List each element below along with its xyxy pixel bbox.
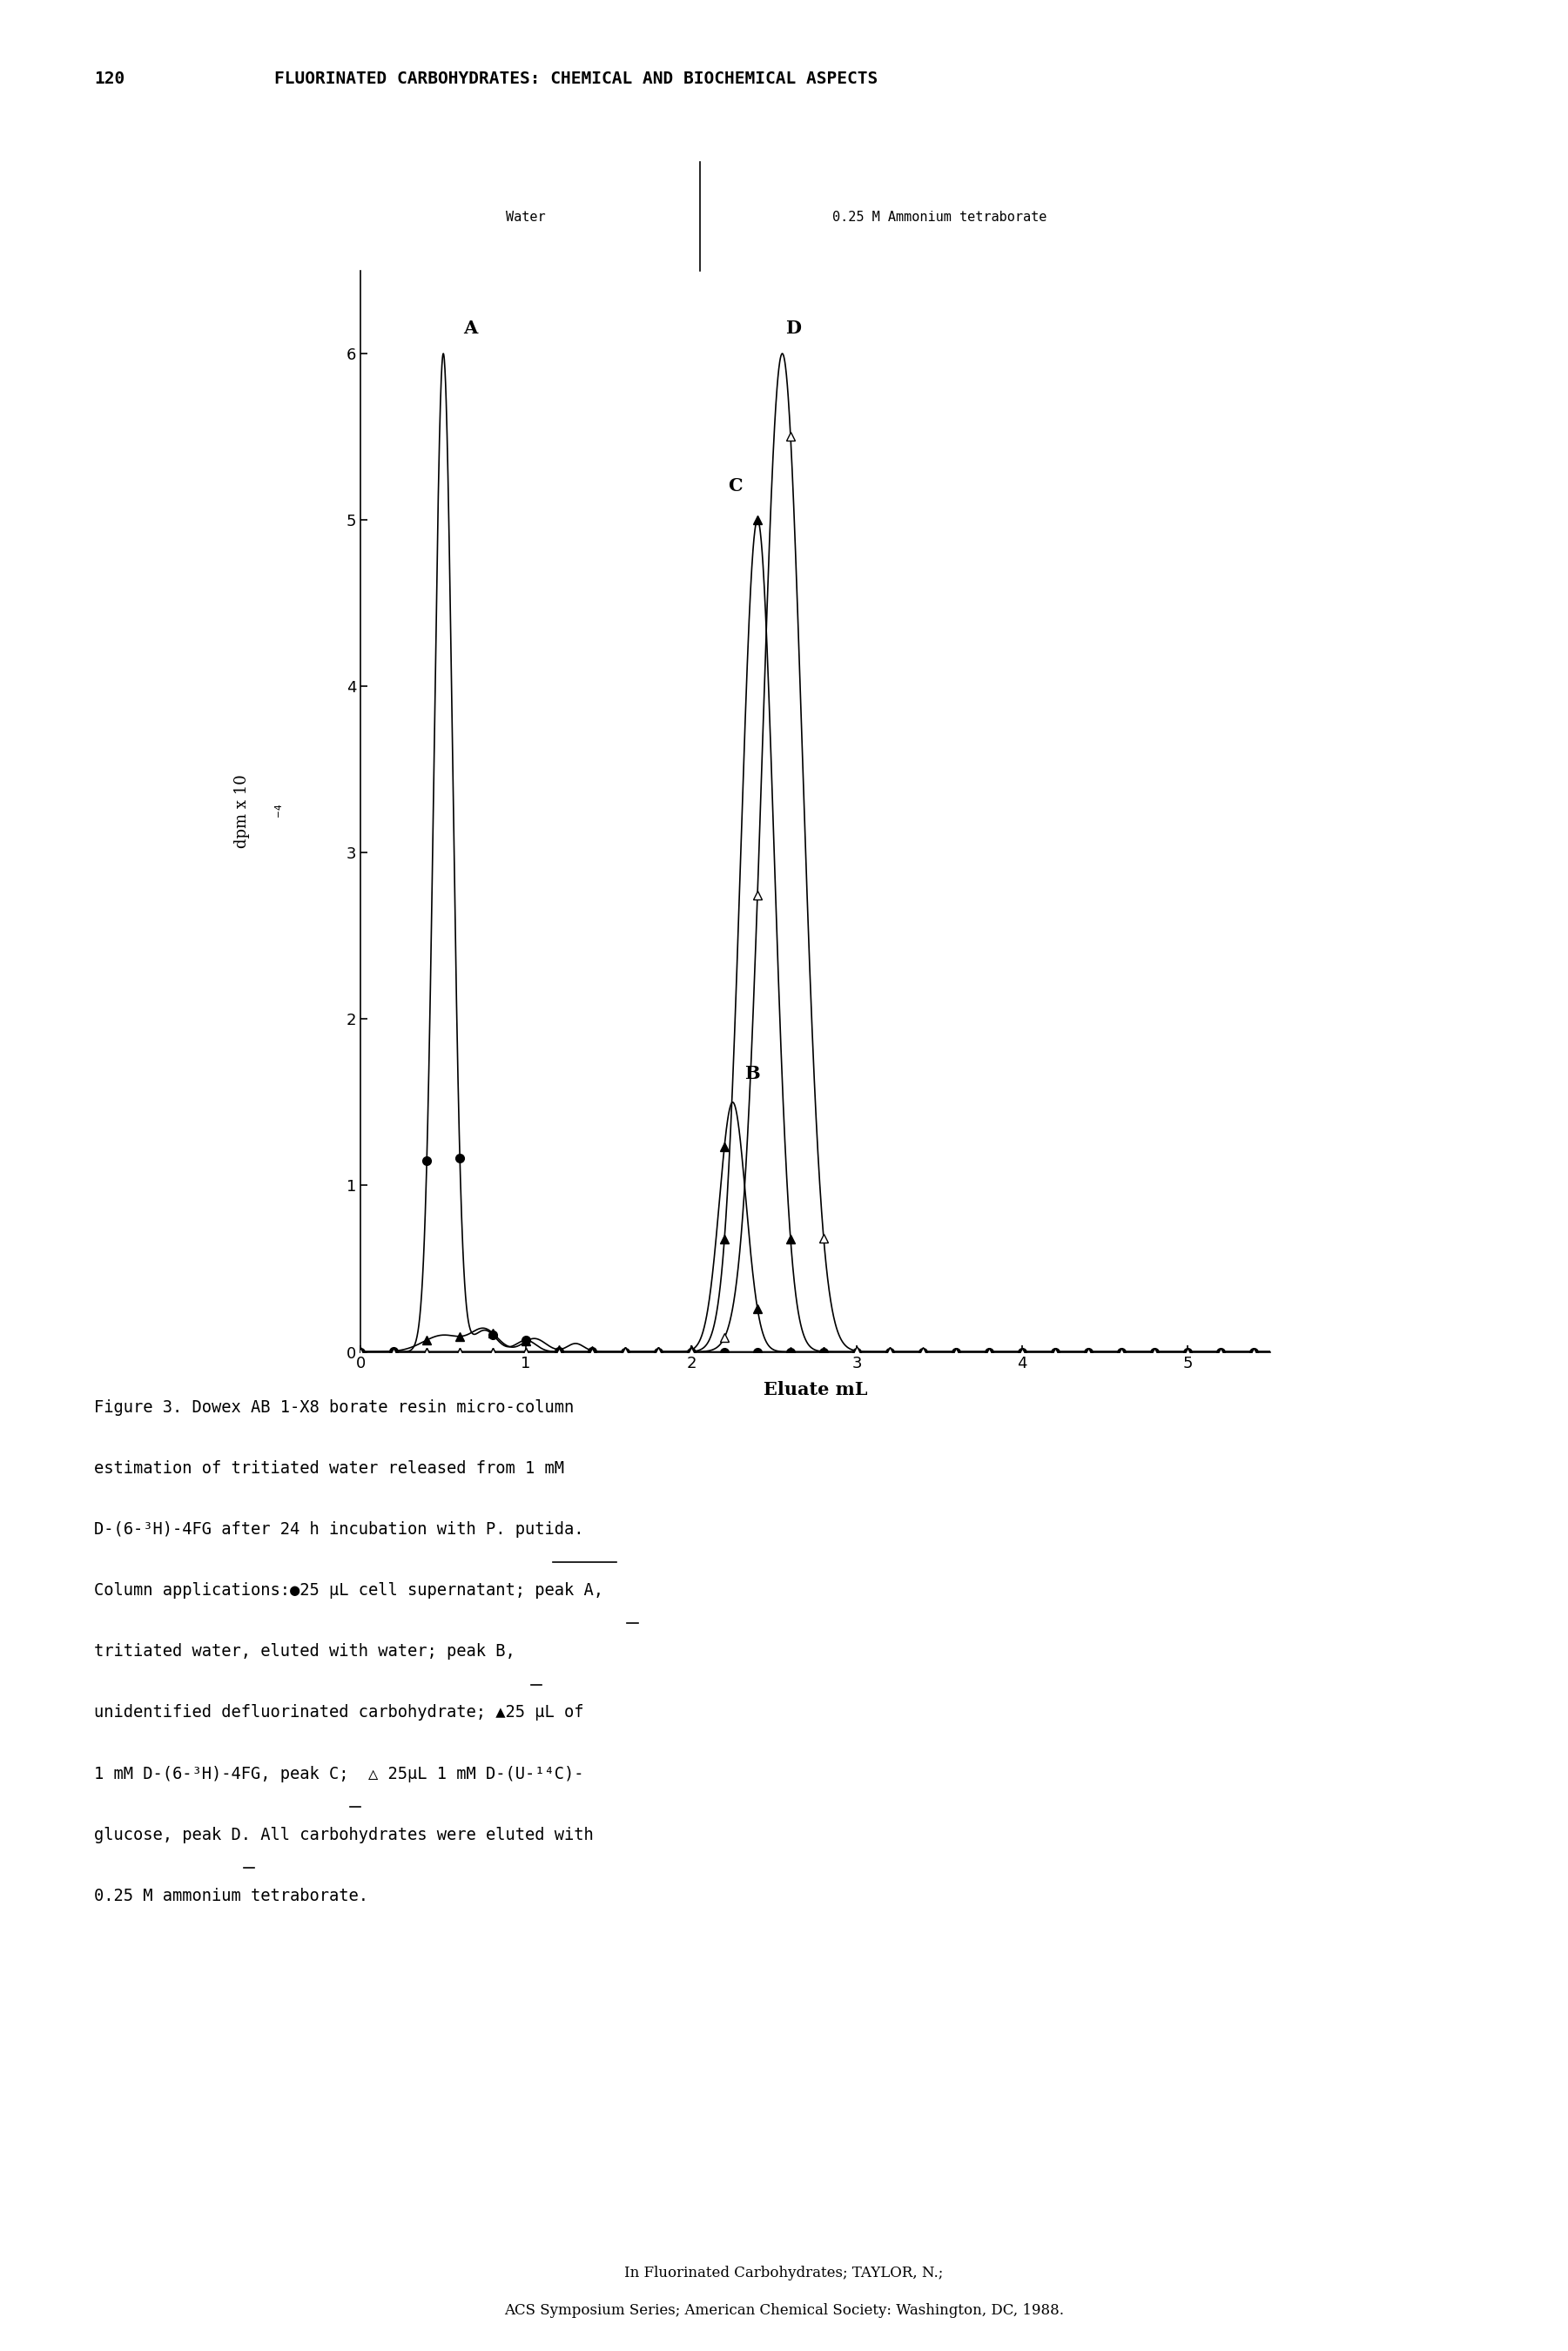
- Text: dpm x 10: dpm x 10: [235, 773, 251, 849]
- Text: tritiated water, eluted with water; peak B,: tritiated water, eluted with water; peak…: [94, 1643, 516, 1660]
- Text: 120: 120: [94, 71, 125, 87]
- Text: estimation of tritiated water released from 1 mM: estimation of tritiated water released f…: [94, 1460, 564, 1476]
- Text: D-(6-³H)-4FG after 24 h incubation with P. putida.: D-(6-³H)-4FG after 24 h incubation with …: [94, 1521, 583, 1538]
- Text: 0.25 M ammonium tetraborate.: 0.25 M ammonium tetraborate.: [94, 1888, 368, 1904]
- Text: B: B: [745, 1065, 759, 1081]
- Text: C: C: [728, 477, 742, 496]
- Text: A: A: [463, 320, 477, 336]
- Text: D: D: [786, 320, 801, 336]
- X-axis label: Eluate mL: Eluate mL: [764, 1382, 867, 1399]
- Text: D-(6-³H)-4FG after 24 h incubation with P. ̲p̲u̲t̲i̲d̲a̲.: D-(6-³H)-4FG after 24 h incubation with …: [94, 1521, 652, 1538]
- Text: FLUORINATED CARBOHYDRATES: CHEMICAL AND BIOCHEMICAL ASPECTS: FLUORINATED CARBOHYDRATES: CHEMICAL AND …: [274, 71, 878, 87]
- Text: $^{-4}$: $^{-4}$: [278, 804, 290, 818]
- Text: 0.25 M Ammonium tetraborate: 0.25 M Ammonium tetraborate: [833, 212, 1046, 223]
- Text: 1 mM D-(6-³H)-4FG, peak C;  △ 25μL 1 mM D-(U-¹⁴C)-: 1 mM D-(6-³H)-4FG, peak C; △ 25μL 1 mM D…: [94, 1766, 583, 1782]
- Text: Figure 3. Dowex AB 1-X8 borate resin micro-column: Figure 3. Dowex AB 1-X8 borate resin mic…: [94, 1399, 574, 1415]
- Text: Column applications:●25 μL cell supernatant; peak A,: Column applications:●25 μL cell supernat…: [94, 1582, 604, 1599]
- Text: glucose, peak D. All carbohydrates were eluted with: glucose, peak D. All carbohydrates were …: [94, 1827, 594, 1843]
- Text: Water: Water: [506, 212, 546, 223]
- Text: unidentified defluorinated carbohydrate; ▲25 μL of: unidentified defluorinated carbohydrate;…: [94, 1704, 583, 1721]
- Text: In Fluorinated Carbohydrates; TAYLOR, N.;: In Fluorinated Carbohydrates; TAYLOR, N.…: [624, 2266, 944, 2280]
- Text: ACS Symposium Series; American Chemical Society: Washington, DC, 1988.: ACS Symposium Series; American Chemical …: [503, 2304, 1065, 2318]
